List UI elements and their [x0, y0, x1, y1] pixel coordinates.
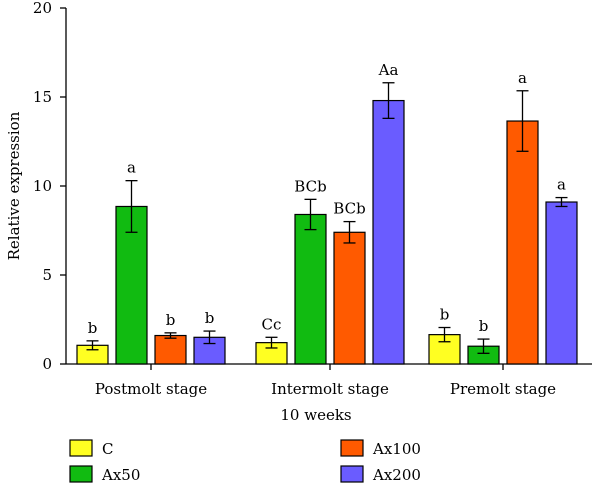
- bar: [372, 99, 405, 365]
- y-tick-label: 15: [33, 88, 52, 106]
- axes: 0 5 10 15 20 Postmolt stage Intermolt stage Pre…: [33, 0, 592, 398]
- legend: C Ax50 Ax100 Ax200: [69, 439, 421, 484]
- significance-label: a: [518, 69, 527, 87]
- significance-labels: b a b b Cc BCb BCb Aa b b a a: [88, 61, 566, 337]
- legend-label: Ax100: [372, 440, 421, 458]
- legend-swatch: [69, 439, 93, 457]
- significance-label: b: [166, 311, 176, 329]
- significance-label: a: [127, 159, 136, 177]
- y-axis-label: Relative expression: [5, 111, 23, 260]
- legend-swatch: [340, 465, 364, 483]
- x-axis-label: 10 weeks: [280, 406, 351, 424]
- bar: [294, 213, 327, 365]
- y-tick-label: 5: [42, 266, 52, 284]
- bar: [545, 201, 578, 365]
- legend-label: Ax50: [101, 466, 140, 484]
- significance-label: a: [557, 176, 566, 194]
- bar: [333, 231, 366, 365]
- legend-swatch: [340, 439, 364, 457]
- category-label: Intermolt stage: [271, 380, 389, 398]
- y-tick-label: 10: [33, 177, 52, 195]
- bar: [154, 334, 187, 365]
- bars: [76, 82, 578, 365]
- significance-label: b: [88, 319, 98, 337]
- significance-label: Cc: [262, 315, 282, 333]
- legend-swatch: [69, 465, 93, 483]
- significance-label: BCb: [333, 200, 365, 218]
- significance-label: Aa: [378, 61, 399, 79]
- category-label: Postmolt stage: [95, 380, 207, 398]
- category-label: Premolt stage: [450, 380, 556, 398]
- y-tick-label: 0: [42, 355, 52, 373]
- significance-label: b: [479, 317, 489, 335]
- y-tick-label: 20: [33, 0, 52, 17]
- significance-label: b: [205, 309, 215, 327]
- bar: [506, 120, 539, 365]
- legend-label: Ax200: [372, 466, 421, 484]
- significance-label: BCb: [294, 177, 326, 195]
- legend-label: C: [102, 440, 113, 458]
- significance-label: b: [440, 306, 450, 324]
